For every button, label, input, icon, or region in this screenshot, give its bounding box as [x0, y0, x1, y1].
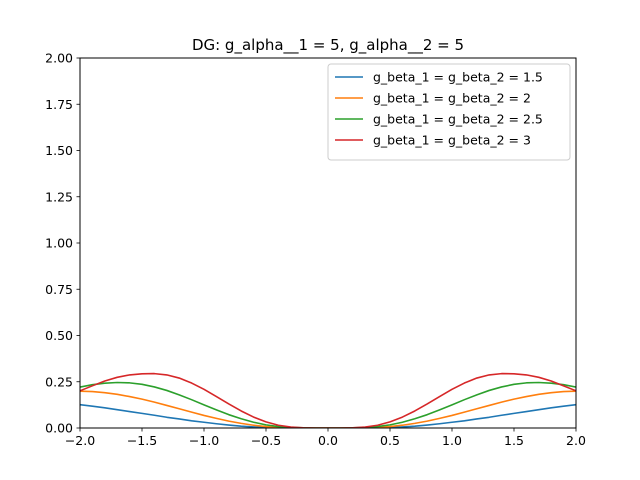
x-tick-label: −0.5	[251, 433, 281, 448]
legend-box	[327, 63, 571, 161]
y-tick-label: 2.00	[45, 51, 73, 66]
x-tick-label: 1.5	[504, 433, 524, 448]
y-tick-label: 0.75	[45, 282, 73, 297]
series-line-4	[80, 372, 576, 428]
chart-title: DG: g_alpha__1 = 5, g_alpha__2 = 5	[192, 36, 464, 55]
y-tick-label: 1.50	[45, 143, 73, 158]
y-tick-label: 0.00	[45, 421, 73, 436]
y-tick-label: 1.00	[45, 236, 73, 251]
x-tick-label: 0.0	[318, 433, 338, 448]
series-line-2	[80, 390, 576, 428]
series-lines	[80, 372, 576, 428]
legend-label: g_beta_1 = g_beta_2 = 2.5	[373, 112, 543, 127]
y-axis: 0.00 0.25 0.50 0.75 1.00 1.25 1.50 1.75 2.00	[45, 51, 80, 436]
x-tick-label: −1.5	[127, 433, 157, 448]
x-tick-label: −1.0	[189, 433, 219, 448]
x-axis: −2.0 −1.5 −1.0 −0.5 0.0 0.5 1.0 1.5 2.0	[65, 428, 586, 448]
x-tick-label: 0.5	[380, 433, 400, 448]
y-tick-label: 0.25	[45, 374, 73, 389]
legend-label: g_beta_1 = g_beta_2 = 3	[373, 133, 531, 148]
series-line-1	[80, 403, 576, 428]
axes-frame	[79, 57, 577, 429]
x-tick-label: 1.0	[442, 433, 462, 448]
legend: g_beta_1 = g_beta_2 = 1.5 g_beta_1 = g_be…	[327, 63, 571, 161]
series-line-3	[80, 381, 576, 428]
legend-label: g_beta_1 = g_beta_2 = 1.5	[373, 70, 543, 85]
x-tick-label: 2.0	[566, 433, 586, 448]
y-tick-label: 1.25	[45, 189, 73, 204]
y-tick-label: 0.50	[45, 328, 73, 343]
x-tick-label: −2.0	[65, 433, 95, 448]
legend-label: g_beta_1 = g_beta_2 = 2	[373, 91, 531, 106]
y-tick-label: 1.75	[45, 97, 73, 112]
